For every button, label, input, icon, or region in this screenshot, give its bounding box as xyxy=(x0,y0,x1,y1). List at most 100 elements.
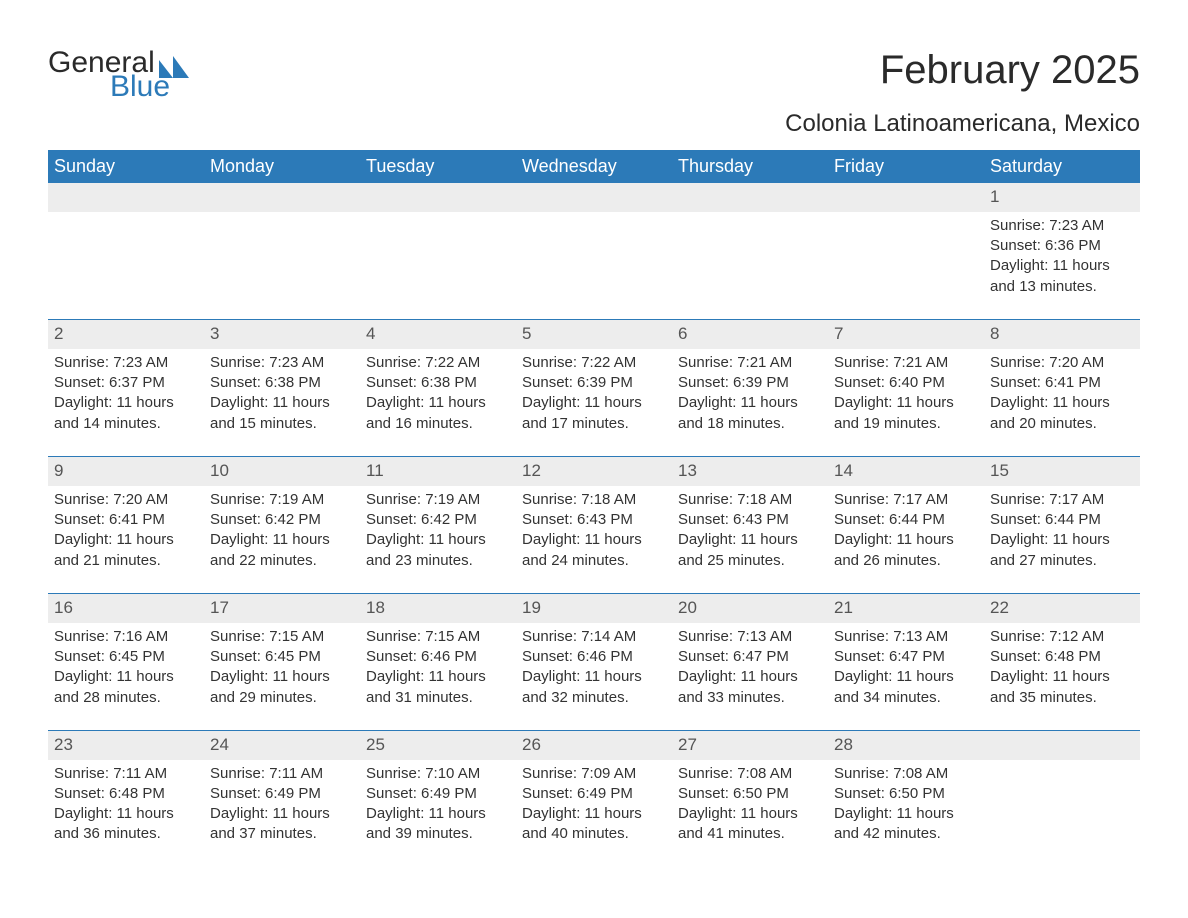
daylight1-text: Daylight: 11 hours xyxy=(210,393,354,413)
daylight1-text: Daylight: 11 hours xyxy=(210,804,354,824)
logo: General Blue xyxy=(48,48,189,102)
weekday-header: Monday xyxy=(204,150,360,183)
sunset-text: Sunset: 6:47 PM xyxy=(834,647,978,667)
daylight1-text: Daylight: 11 hours xyxy=(834,393,978,413)
sunset-text: Sunset: 6:39 PM xyxy=(678,373,822,393)
daylight1-text: Daylight: 11 hours xyxy=(678,804,822,824)
day-number-cell: 12 xyxy=(516,456,672,485)
day-cell xyxy=(516,212,672,320)
day-cell: Sunrise: 7:11 AMSunset: 6:48 PMDaylight:… xyxy=(48,760,204,867)
daylight1-text: Daylight: 11 hours xyxy=(210,667,354,687)
day-content-row: Sunrise: 7:16 AMSunset: 6:45 PMDaylight:… xyxy=(48,623,1140,731)
sunset-text: Sunset: 6:42 PM xyxy=(366,510,510,530)
daylight2-text: and 15 minutes. xyxy=(210,414,354,434)
sunset-text: Sunset: 6:42 PM xyxy=(210,510,354,530)
sunrise-text: Sunrise: 7:20 AM xyxy=(990,353,1134,373)
day-number-cell: 20 xyxy=(672,593,828,622)
sunset-text: Sunset: 6:41 PM xyxy=(54,510,198,530)
daylight2-text: and 29 minutes. xyxy=(210,688,354,708)
sunrise-text: Sunrise: 7:13 AM xyxy=(834,627,978,647)
sunrise-text: Sunrise: 7:11 AM xyxy=(54,764,198,784)
sunset-text: Sunset: 6:49 PM xyxy=(210,784,354,804)
day-number-cell: 26 xyxy=(516,730,672,759)
weekday-header: Friday xyxy=(828,150,984,183)
sunset-text: Sunset: 6:49 PM xyxy=(366,784,510,804)
sunrise-text: Sunrise: 7:14 AM xyxy=(522,627,666,647)
daylight2-text: and 35 minutes. xyxy=(990,688,1134,708)
day-cell: Sunrise: 7:08 AMSunset: 6:50 PMDaylight:… xyxy=(672,760,828,867)
daylight1-text: Daylight: 11 hours xyxy=(522,667,666,687)
day-cell: Sunrise: 7:21 AMSunset: 6:39 PMDaylight:… xyxy=(672,349,828,457)
sunset-text: Sunset: 6:46 PM xyxy=(522,647,666,667)
page-title: February 2025 xyxy=(880,48,1140,93)
day-number: 6 xyxy=(672,320,828,349)
day-cell: Sunrise: 7:10 AMSunset: 6:49 PMDaylight:… xyxy=(360,760,516,867)
day-number-cell xyxy=(360,183,516,212)
day-number-cell: 15 xyxy=(984,456,1140,485)
daylight1-text: Daylight: 11 hours xyxy=(678,393,822,413)
day-number-cell: 2 xyxy=(48,319,204,348)
sunset-text: Sunset: 6:49 PM xyxy=(522,784,666,804)
location-text: Colonia Latinoamericana, Mexico xyxy=(48,110,1140,138)
sunrise-text: Sunrise: 7:21 AM xyxy=(678,353,822,373)
day-number-cell: 8 xyxy=(984,319,1140,348)
daylight1-text: Daylight: 11 hours xyxy=(54,530,198,550)
sunrise-text: Sunrise: 7:11 AM xyxy=(210,764,354,784)
daylight1-text: Daylight: 11 hours xyxy=(522,530,666,550)
sunset-text: Sunset: 6:36 PM xyxy=(990,236,1134,256)
day-number-cell: 9 xyxy=(48,456,204,485)
day-number: 26 xyxy=(516,731,672,760)
weekday-header: Thursday xyxy=(672,150,828,183)
daylight1-text: Daylight: 11 hours xyxy=(990,393,1134,413)
sunrise-text: Sunrise: 7:22 AM xyxy=(522,353,666,373)
sunrise-text: Sunrise: 7:18 AM xyxy=(522,490,666,510)
day-cell: Sunrise: 7:13 AMSunset: 6:47 PMDaylight:… xyxy=(672,623,828,731)
day-number: 12 xyxy=(516,457,672,486)
day-cell xyxy=(48,212,204,320)
day-number-cell: 5 xyxy=(516,319,672,348)
daylight2-text: and 26 minutes. xyxy=(834,551,978,571)
day-number: 16 xyxy=(48,594,204,623)
day-number-cell xyxy=(48,183,204,212)
sunset-text: Sunset: 6:38 PM xyxy=(210,373,354,393)
day-number-row: 16171819202122 xyxy=(48,593,1140,622)
weekday-header-row: Sunday Monday Tuesday Wednesday Thursday… xyxy=(48,150,1140,183)
day-cell: Sunrise: 7:20 AMSunset: 6:41 PMDaylight:… xyxy=(984,349,1140,457)
day-number: 9 xyxy=(48,457,204,486)
weekday-header: Sunday xyxy=(48,150,204,183)
day-number: 15 xyxy=(984,457,1140,486)
sunset-text: Sunset: 6:39 PM xyxy=(522,373,666,393)
day-number-cell: 18 xyxy=(360,593,516,622)
sunset-text: Sunset: 6:45 PM xyxy=(210,647,354,667)
daylight2-text: and 23 minutes. xyxy=(366,551,510,571)
sunset-text: Sunset: 6:45 PM xyxy=(54,647,198,667)
daylight1-text: Daylight: 11 hours xyxy=(990,530,1134,550)
day-cell: Sunrise: 7:20 AMSunset: 6:41 PMDaylight:… xyxy=(48,486,204,594)
day-number: 27 xyxy=(672,731,828,760)
day-number: 2 xyxy=(48,320,204,349)
day-content-row: Sunrise: 7:23 AMSunset: 6:36 PMDaylight:… xyxy=(48,212,1140,320)
daylight2-text: and 25 minutes. xyxy=(678,551,822,571)
daylight1-text: Daylight: 11 hours xyxy=(54,804,198,824)
day-cell: Sunrise: 7:15 AMSunset: 6:46 PMDaylight:… xyxy=(360,623,516,731)
daylight2-text: and 41 minutes. xyxy=(678,824,822,844)
weekday-header: Saturday xyxy=(984,150,1140,183)
day-number xyxy=(828,183,984,189)
day-cell: Sunrise: 7:13 AMSunset: 6:47 PMDaylight:… xyxy=(828,623,984,731)
day-cell: Sunrise: 7:23 AMSunset: 6:38 PMDaylight:… xyxy=(204,349,360,457)
day-cell xyxy=(984,760,1140,867)
day-number: 25 xyxy=(360,731,516,760)
weekday-header: Wednesday xyxy=(516,150,672,183)
sunrise-text: Sunrise: 7:23 AM xyxy=(990,216,1134,236)
sunrise-text: Sunrise: 7:18 AM xyxy=(678,490,822,510)
daylight1-text: Daylight: 11 hours xyxy=(990,667,1134,687)
day-number: 5 xyxy=(516,320,672,349)
day-number-cell: 3 xyxy=(204,319,360,348)
day-number: 11 xyxy=(360,457,516,486)
day-number-cell xyxy=(984,730,1140,759)
day-cell: Sunrise: 7:23 AMSunset: 6:37 PMDaylight:… xyxy=(48,349,204,457)
day-number-cell: 19 xyxy=(516,593,672,622)
sunset-text: Sunset: 6:47 PM xyxy=(678,647,822,667)
day-cell: Sunrise: 7:22 AMSunset: 6:39 PMDaylight:… xyxy=(516,349,672,457)
day-cell xyxy=(204,212,360,320)
